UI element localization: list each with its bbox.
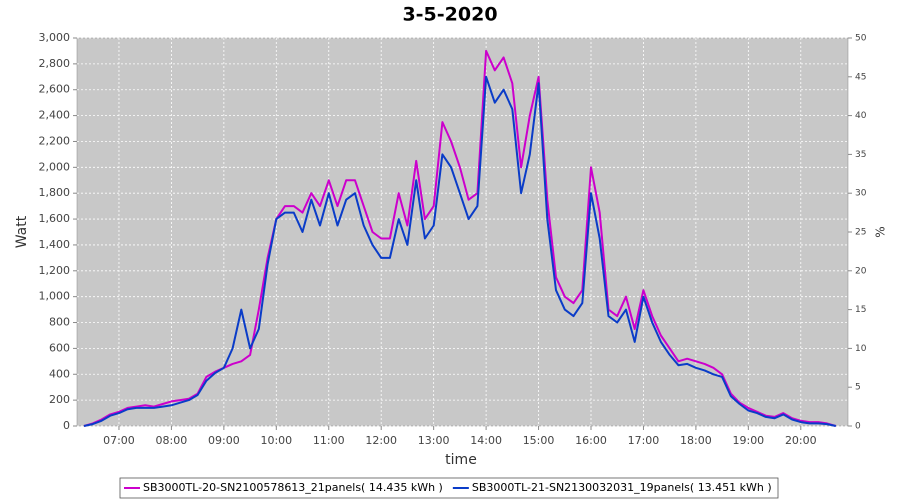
x-tick-label: 10:00 — [260, 434, 292, 447]
x-tick-label: 07:00 — [103, 434, 135, 447]
y2-axis-label: % — [874, 226, 888, 237]
y2-tick-label: 40 — [855, 111, 867, 121]
x-tick-label: 18:00 — [680, 434, 712, 447]
y-tick-label: 1,800 — [39, 186, 71, 199]
x-tick-label: 11:00 — [313, 434, 345, 447]
legend — [119, 477, 779, 499]
y-tick-label: 600 — [49, 341, 70, 354]
x-tick-label: 13:00 — [418, 434, 450, 447]
x-tick-label: 20:00 — [785, 434, 817, 447]
y2-tick-label: 30 — [855, 189, 867, 199]
chart-title: 3-5-2020 — [402, 4, 497, 26]
y2-tick-label: 20 — [855, 266, 867, 276]
y2-tick-label: 25 — [855, 228, 866, 238]
y-tick-label: 3,000 — [39, 31, 71, 44]
y-tick-label: 1,400 — [39, 238, 71, 251]
y2-tick-label: 50 — [855, 34, 867, 44]
y-tick-label: 2,000 — [39, 160, 71, 173]
x-tick-label: 16:00 — [575, 434, 607, 447]
y-tick-label: 1,600 — [39, 212, 71, 225]
x-tick-label: 19:00 — [732, 434, 764, 447]
legend-label: SB3000TL-20-SN2100578613_21panels( 14.43… — [143, 481, 443, 494]
series-line — [83, 75, 837, 427]
y-tick-label: 400 — [49, 367, 70, 380]
y-tick-label: 2,600 — [39, 83, 71, 96]
x-tick-label: 08:00 — [156, 434, 188, 447]
y-tick-label: 1,000 — [39, 290, 71, 303]
series-line — [83, 49, 837, 427]
y2-tick-label: 45 — [855, 72, 866, 82]
y-tick-label: 0 — [63, 419, 70, 432]
x-tick-label: 14:00 — [470, 434, 502, 447]
y-tick-label: 1,200 — [39, 264, 71, 277]
y2-tick-label: 35 — [855, 150, 866, 160]
x-tick-label: 15:00 — [523, 434, 555, 447]
y-axis-label: Watt — [14, 215, 30, 248]
y-tick-label: 800 — [49, 316, 70, 329]
legend-label: SB3000TL-21-SN2130032031_19panels( 13.45… — [472, 481, 772, 494]
y-tick-label: 2,400 — [39, 109, 71, 122]
y2-tick-label: 10 — [855, 344, 867, 354]
y-tick-label: 200 — [49, 393, 70, 406]
y2-tick-label: 5 — [855, 383, 861, 393]
x-axis-label: time — [445, 452, 477, 468]
x-tick-label: 12:00 — [365, 434, 397, 447]
plot-area — [76, 37, 849, 427]
x-tick-label: 09:00 — [208, 434, 240, 447]
y2-tick-label: 15 — [855, 305, 866, 315]
x-tick-label: 17:00 — [628, 434, 660, 447]
y-tick-label: 2,200 — [39, 134, 71, 147]
y-tick-label: 2,800 — [39, 57, 71, 70]
y2-tick-label: 0 — [855, 422, 861, 432]
